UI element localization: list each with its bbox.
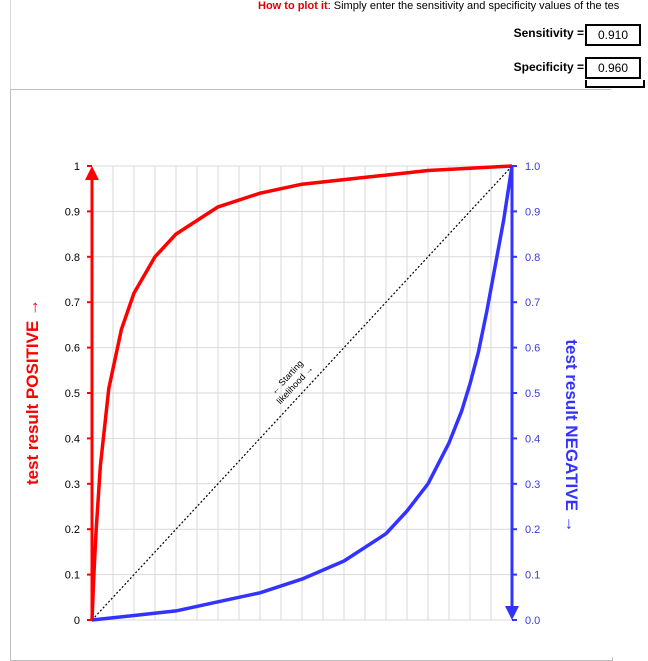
diagonal-line [91,165,513,621]
left-tick-label: 0.7 [65,297,80,309]
right-tick-label: 0.0 [525,615,540,627]
left-tick-label: 0.1 [65,570,80,582]
left-axis-arrowhead [85,166,99,180]
left-axis-title: test result POSITIVE → [23,299,42,485]
left-tick-label: 0.9 [65,206,80,218]
right-tick-label: 0.4 [525,433,540,445]
positive-curve [90,164,513,621]
left-tick-label: 0.6 [65,343,80,355]
right-tick-label: 0.8 [525,252,540,264]
instructions-text: How to plot it: Simply enter the sensiti… [258,0,619,12]
right-panel-strip [611,89,648,657]
right-axis-arrowhead [505,606,519,620]
right-axis-title: test result NEGATIVE → [562,339,581,532]
instructions-highlight: How to plot it [258,0,328,12]
specificity-input[interactable]: 0.960 [585,57,641,79]
right-tick-label: 0.5 [525,388,540,400]
sensitivity-label: Sensitivity = [513,26,584,40]
selected-cell-outline [585,80,645,88]
right-tick-label: 1.0 [525,161,540,173]
left-tick-label: 0.3 [65,479,80,491]
right-tick-label: 0.7 [525,297,540,309]
left-tick-label: 0 [74,615,80,627]
sensitivity-input[interactable]: 0.910 [585,24,641,46]
negative-curve [91,165,514,622]
left-tick-label: 0.2 [65,524,80,536]
left-tick-label: 0.5 [65,388,80,400]
specificity-label: Specificity = [513,60,584,74]
right-tick-label: 0.3 [525,479,540,491]
left-tick-label: 0.4 [65,433,80,445]
left-tick-label: 1 [74,161,80,173]
diagonal-annotation: ← Startinglikelihood → [267,356,316,406]
right-tick-label: 0.1 [525,570,540,582]
right-tick-label: 0.6 [525,343,540,355]
instructions-body: : Simply enter the sensitivity and speci… [327,0,620,12]
left-tick-label: 0.8 [65,252,80,264]
right-tick-label: 0.2 [525,524,540,536]
right-tick-label: 0.9 [525,206,540,218]
